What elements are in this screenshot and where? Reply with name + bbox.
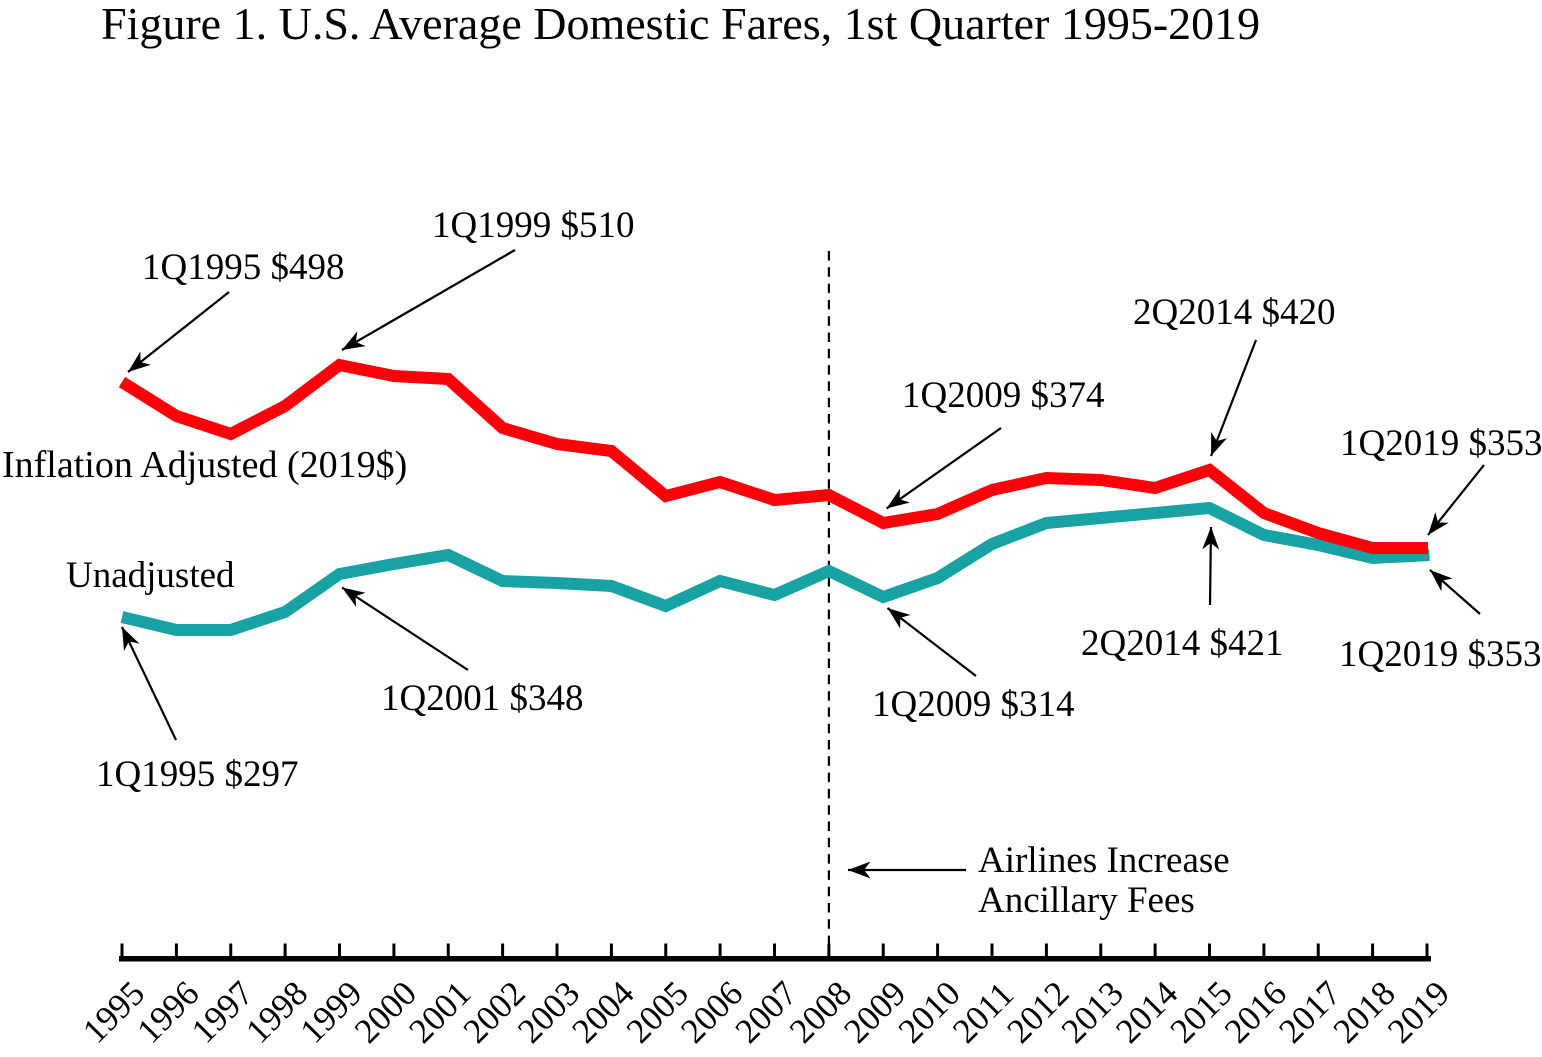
svg-text:1Q2009 $374: 1Q2009 $374	[902, 375, 1104, 416]
svg-text:1Q2019 $353: 1Q2019 $353	[1339, 634, 1541, 675]
svg-text:Ancillary Fees: Ancillary Fees	[978, 880, 1195, 921]
svg-text:1Q1995 $297: 1Q1995 $297	[96, 754, 298, 795]
svg-text:2019: 2019	[1380, 974, 1457, 1051]
svg-text:1Q1999 $510: 1Q1999 $510	[432, 205, 634, 246]
svg-text:1Q2001 $348: 1Q2001 $348	[381, 678, 583, 719]
svg-text:Unadjusted: Unadjusted	[66, 555, 235, 596]
svg-text:Inflation Adjusted (2019$): Inflation Adjusted (2019$)	[2, 444, 407, 486]
svg-text:Figure 1. U.S. Average Domesti: Figure 1. U.S. Average Domestic Fares, 1…	[101, 0, 1260, 49]
svg-text:1Q2009 $314: 1Q2009 $314	[872, 684, 1074, 725]
svg-text:1Q2019 $353: 1Q2019 $353	[1340, 423, 1542, 464]
svg-text:2Q2014 $420: 2Q2014 $420	[1133, 292, 1335, 333]
svg-text:2Q2014 $421: 2Q2014 $421	[1081, 623, 1283, 664]
svg-text:1Q1995 $498: 1Q1995 $498	[142, 247, 344, 288]
svg-text:Airlines Increase: Airlines Increase	[978, 840, 1230, 881]
